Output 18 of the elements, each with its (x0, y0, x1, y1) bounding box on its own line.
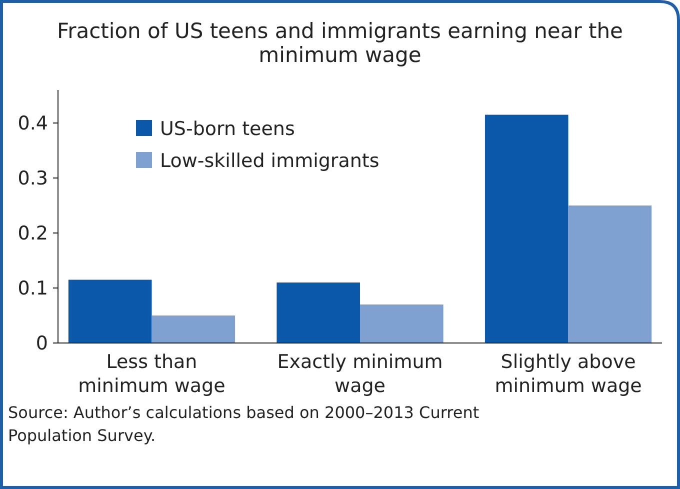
x-tick-label: Slightly above minimum wage (494, 351, 642, 397)
y-tick-label: 0.1 (18, 278, 48, 300)
y-tick-label: 0.4 (18, 112, 48, 135)
bar (152, 316, 236, 343)
bar (568, 206, 652, 343)
y-tick-label: 0.3 (18, 168, 48, 190)
source-note: Source: Author’s calculations based on 2000–2013 Current Population Survey. (8, 403, 480, 445)
bar (484, 114, 568, 343)
legend-label: Low-skilled immigrants (160, 150, 380, 172)
bar (276, 282, 360, 343)
y-tick-label: 0.2 (18, 222, 48, 245)
bar (360, 304, 444, 343)
chart-title: Fraction of US teens and immigrants earning near the minimum wage (57, 19, 623, 67)
x-tick-label: Exactly minimum wage (277, 351, 443, 397)
y-tick-label: 0 (36, 332, 48, 355)
legend-label: US-born teens (160, 118, 295, 140)
x-tick-label: Less than minimum wage (78, 351, 226, 397)
bar (68, 280, 152, 343)
